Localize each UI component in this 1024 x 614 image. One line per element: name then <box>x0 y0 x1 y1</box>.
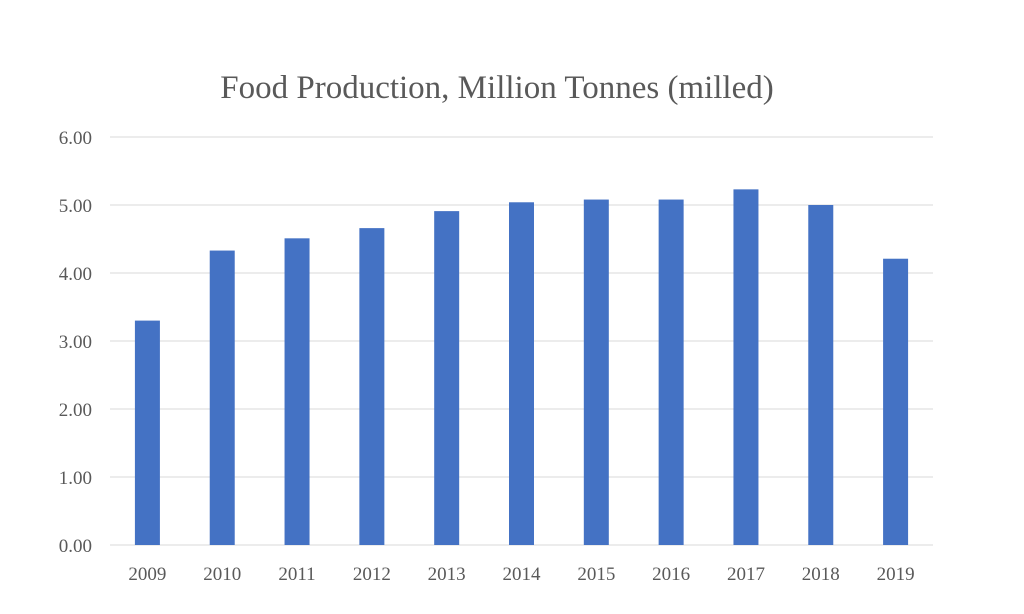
x-tick-label: 2015 <box>577 564 615 585</box>
bars <box>134 189 909 546</box>
bar-2017 <box>733 189 759 546</box>
bar-2012 <box>359 228 385 545</box>
bar-2014 <box>509 202 534 545</box>
y-tick-label: 5.00 <box>59 196 92 217</box>
bar-2010 <box>209 250 235 545</box>
bar-2011 <box>284 238 310 545</box>
bar-2016 <box>658 199 684 545</box>
x-axis-ticks: 2009 2010 2011 2012 2013 2014 2015 2016 2017 2018… <box>128 564 914 585</box>
x-tick-label: 2019 <box>877 564 915 585</box>
y-tick-label: 6.00 <box>59 128 92 149</box>
y-tick-label: 3.00 <box>59 332 92 353</box>
bar-2015 <box>583 199 609 545</box>
bar-2018 <box>808 205 834 545</box>
x-tick-label: 2016 <box>652 564 690 585</box>
x-tick-label: 2013 <box>428 564 466 585</box>
y-tick-label: 2.00 <box>59 400 92 421</box>
y-axis-ticks: 0.00 1.00 2.00 3.00 4.00 5.00 6.00 <box>59 128 92 557</box>
y-tick-label: 0.00 <box>59 536 92 557</box>
y-tick-label: 1.00 <box>59 468 92 489</box>
x-tick-label: 2011 <box>278 564 315 585</box>
x-tick-label: 2017 <box>727 564 765 585</box>
x-tick-label: 2018 <box>802 564 840 585</box>
x-tick-label: 2014 <box>503 564 542 585</box>
bar-2013 <box>434 211 460 545</box>
chart-title: Food Production, Million Tonnes (milled) <box>220 70 774 106</box>
y-tick-label: 4.00 <box>59 264 92 285</box>
x-tick-label: 2012 <box>353 564 391 585</box>
bar-2009 <box>134 320 160 545</box>
bar-2019 <box>883 258 909 545</box>
x-tick-label: 2009 <box>128 564 166 585</box>
x-tick-label: 2010 <box>203 564 241 585</box>
